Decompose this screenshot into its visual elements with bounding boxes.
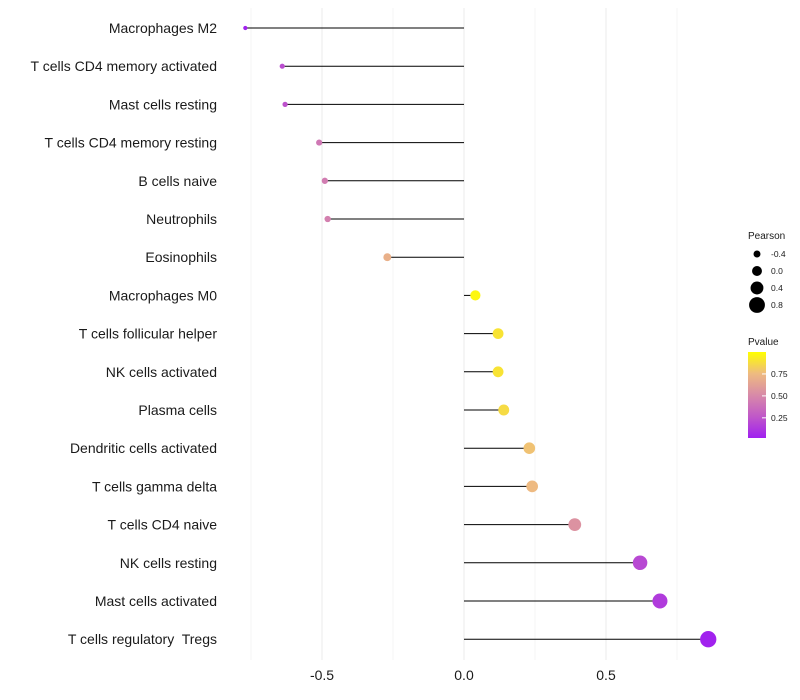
gridlines: [250, 8, 678, 660]
data-point: [700, 631, 717, 648]
data-point: [321, 177, 328, 184]
size-legend-title: Pearson: [748, 231, 785, 242]
size-legend-label: -0.4: [771, 249, 786, 259]
color-legend-label: 0.75: [771, 369, 788, 379]
data-point: [492, 328, 504, 340]
category-label: Plasma cells: [138, 402, 217, 418]
category-label: B cells naive: [138, 173, 217, 189]
category-labels: Macrophages M2 T cells CD4 memory activat…: [31, 20, 218, 647]
data-point: [282, 101, 288, 108]
x-tick-label: 0.0: [454, 667, 474, 683]
color-legend: Pvalue 0.25 0.50 0.75: [748, 337, 788, 438]
category-label: NK cells resting: [120, 555, 217, 571]
size-legend: Pearson -0.4 0.0 0.4 0.8: [748, 231, 786, 313]
data-point: [279, 63, 285, 69]
data-point: [492, 366, 504, 378]
size-legend-key: [749, 297, 765, 313]
color-legend-bar: [748, 352, 766, 438]
data-point: [526, 480, 539, 493]
category-label: T cells CD4 memory activated: [31, 58, 217, 74]
size-legend-key: [750, 281, 764, 295]
data-point: [568, 518, 582, 532]
data-point: [470, 290, 481, 301]
category-label: Neutrophils: [146, 211, 217, 227]
category-label: T cells CD4 memory resting: [45, 135, 217, 151]
category-label: Macrophages M2: [109, 20, 217, 36]
category-label: Mast cells resting: [109, 96, 217, 112]
category-label: Dendritic cells activated: [70, 440, 217, 456]
x-axis-ticks: -0.5 0.0 0.5: [310, 667, 616, 683]
data-point: [498, 404, 510, 416]
data-point: [383, 253, 392, 262]
data-point: [324, 215, 331, 223]
data-point: [652, 593, 668, 609]
stems: [245, 27, 709, 640]
category-label: T cells follicular helper: [79, 326, 218, 342]
category-label: Mast cells activated: [95, 593, 217, 609]
data-point: [243, 25, 248, 31]
category-label: NK cells activated: [106, 364, 217, 380]
data-point: [523, 442, 536, 455]
size-legend-label: 0.8: [771, 300, 783, 310]
category-label: T cells regulatory Tregs: [68, 631, 217, 647]
color-legend-label: 0.50: [771, 391, 788, 401]
category-label: Eosinophils: [145, 249, 217, 265]
points: [243, 25, 717, 648]
size-legend-label: 0.0: [771, 266, 783, 276]
x-tick-label: 0.5: [596, 667, 616, 683]
size-legend-key: [752, 266, 762, 276]
category-label: T cells CD4 naive: [108, 517, 218, 533]
size-legend-key: [753, 250, 761, 258]
color-legend-label: 0.25: [771, 413, 788, 423]
category-label: Macrophages M0: [109, 287, 217, 303]
x-tick-label: -0.5: [310, 667, 334, 683]
color-legend-title: Pvalue: [748, 337, 779, 348]
size-legend-label: 0.4: [771, 283, 783, 293]
data-point: [632, 555, 648, 571]
data-point: [316, 139, 323, 146]
category-label: T cells gamma delta: [92, 478, 217, 494]
